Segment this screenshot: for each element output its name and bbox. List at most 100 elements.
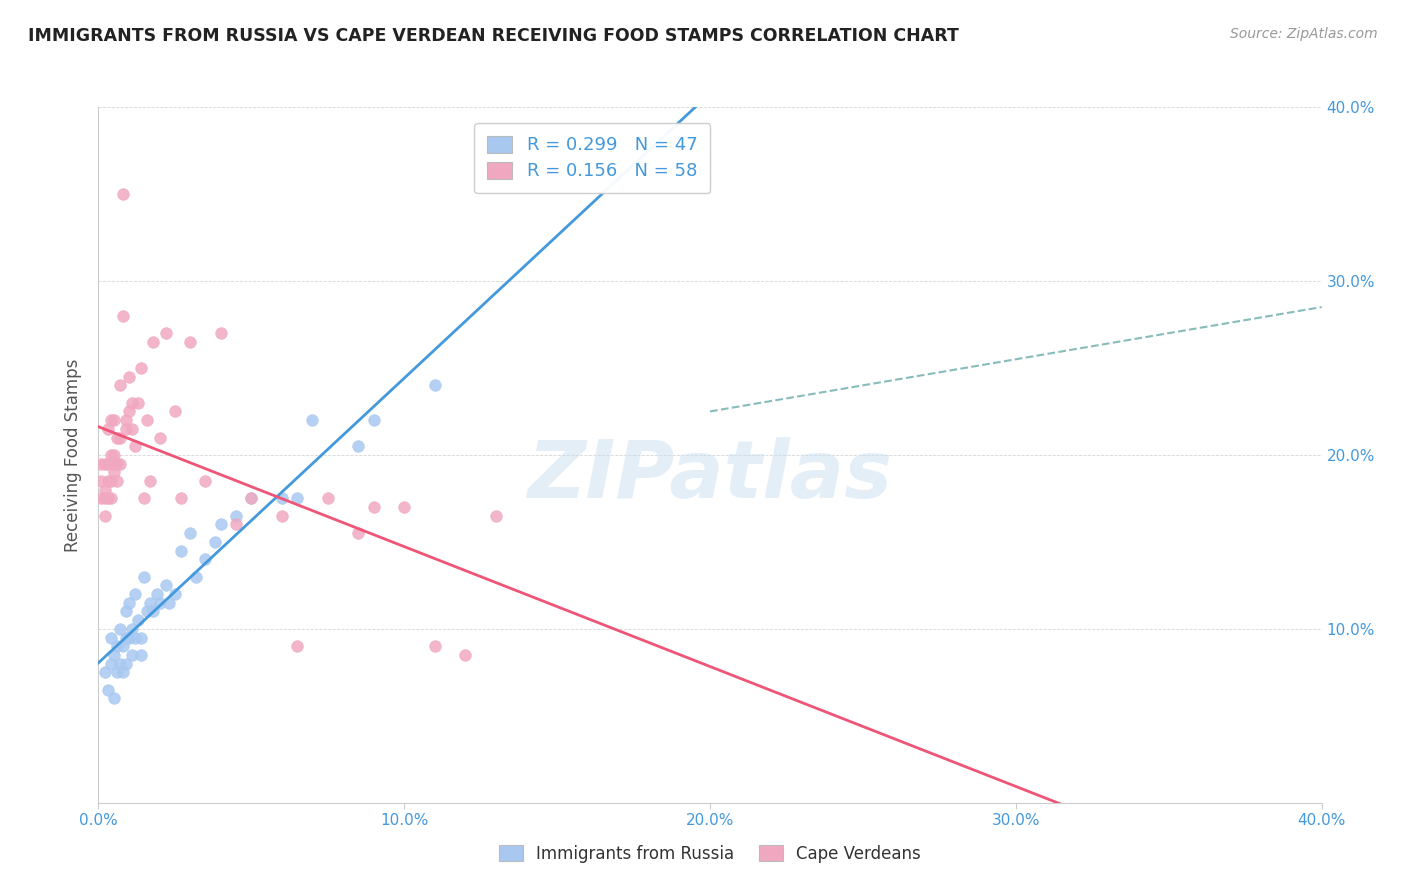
- Point: [115, 657, 138, 671]
- Point: [103, 457, 125, 471]
- Text: ZIPatlas: ZIPatlas: [527, 437, 893, 515]
- Point: [209, 326, 232, 340]
- Point: [347, 439, 370, 453]
- Point: [149, 596, 172, 610]
- Point: [136, 605, 159, 619]
- Point: [111, 665, 134, 680]
- Point: [93, 665, 115, 680]
- Point: [316, 491, 339, 506]
- Point: [209, 517, 232, 532]
- Point: [285, 639, 308, 653]
- Point: [115, 422, 138, 436]
- Point: [157, 596, 180, 610]
- Legend: Immigrants from Russia, Cape Verdeans: Immigrants from Russia, Cape Verdeans: [488, 833, 932, 874]
- Point: [485, 508, 508, 523]
- Point: [90, 474, 112, 488]
- Point: [155, 578, 177, 592]
- Point: [100, 657, 122, 671]
- Point: [108, 657, 131, 671]
- Point: [134, 491, 156, 506]
- Point: [136, 413, 159, 427]
- Point: [129, 648, 152, 662]
- Point: [170, 491, 193, 506]
- Point: [163, 587, 186, 601]
- Point: [105, 457, 128, 471]
- Point: [93, 483, 115, 497]
- Point: [100, 474, 122, 488]
- Point: [145, 587, 167, 601]
- Point: [93, 457, 115, 471]
- Point: [105, 474, 128, 488]
- Point: [240, 491, 263, 506]
- Point: [103, 413, 125, 427]
- Point: [111, 187, 134, 202]
- Point: [121, 396, 143, 410]
- Point: [127, 613, 149, 627]
- Point: [134, 570, 156, 584]
- Point: [108, 431, 131, 445]
- Point: [108, 457, 131, 471]
- Point: [103, 466, 125, 480]
- Point: [179, 334, 201, 349]
- Point: [118, 404, 141, 418]
- Point: [97, 422, 120, 436]
- Point: [105, 431, 128, 445]
- Point: [121, 622, 143, 636]
- Point: [142, 605, 165, 619]
- Point: [90, 491, 112, 506]
- Point: [240, 491, 263, 506]
- Point: [179, 526, 201, 541]
- Point: [423, 639, 446, 653]
- Point: [97, 491, 120, 506]
- Point: [124, 631, 146, 645]
- Point: [163, 404, 186, 418]
- Point: [115, 413, 138, 427]
- Point: [225, 517, 247, 532]
- Point: [100, 491, 122, 506]
- Point: [285, 491, 308, 506]
- Point: [93, 508, 115, 523]
- Point: [127, 396, 149, 410]
- Point: [115, 631, 138, 645]
- Point: [90, 457, 112, 471]
- Point: [347, 526, 370, 541]
- Point: [111, 309, 134, 323]
- Point: [363, 500, 385, 514]
- Point: [194, 552, 217, 566]
- Point: [149, 431, 172, 445]
- Point: [363, 413, 385, 427]
- Point: [124, 587, 146, 601]
- Point: [100, 448, 122, 462]
- Point: [270, 508, 292, 523]
- Point: [392, 500, 416, 514]
- Point: [139, 596, 162, 610]
- Point: [97, 474, 120, 488]
- Point: [97, 682, 120, 697]
- Point: [194, 474, 217, 488]
- Point: [121, 648, 143, 662]
- Point: [186, 570, 208, 584]
- Point: [129, 631, 152, 645]
- Point: [170, 543, 193, 558]
- Point: [155, 326, 177, 340]
- Point: [301, 413, 323, 427]
- Point: [423, 378, 446, 392]
- Point: [103, 448, 125, 462]
- Point: [270, 491, 292, 506]
- Point: [108, 622, 131, 636]
- Point: [93, 491, 115, 506]
- Point: [118, 631, 141, 645]
- Point: [118, 596, 141, 610]
- Point: [103, 648, 125, 662]
- Text: IMMIGRANTS FROM RUSSIA VS CAPE VERDEAN RECEIVING FOOD STAMPS CORRELATION CHART: IMMIGRANTS FROM RUSSIA VS CAPE VERDEAN R…: [28, 27, 959, 45]
- Point: [129, 360, 152, 375]
- Point: [103, 691, 125, 706]
- Point: [454, 648, 477, 662]
- Point: [225, 508, 247, 523]
- Point: [105, 639, 128, 653]
- Point: [100, 413, 122, 427]
- Point: [97, 457, 120, 471]
- Point: [111, 639, 134, 653]
- Y-axis label: Receiving Food Stamps: Receiving Food Stamps: [65, 359, 83, 551]
- Point: [124, 439, 146, 453]
